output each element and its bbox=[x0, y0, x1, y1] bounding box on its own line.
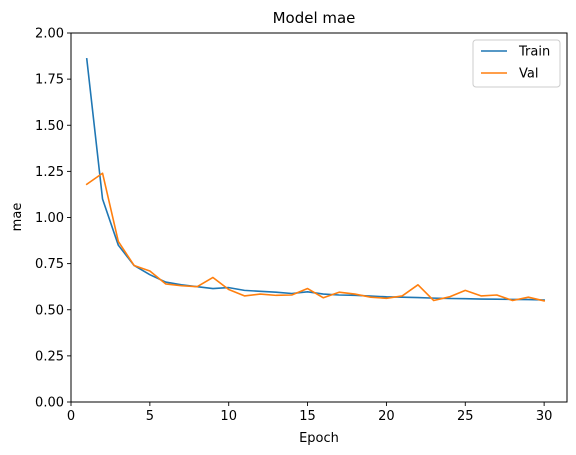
series-line-val bbox=[85, 172, 546, 302]
y-tick-label: 0.00 bbox=[35, 396, 64, 411]
chart-title: Model mae bbox=[273, 9, 356, 27]
y-tick-label: 0.50 bbox=[35, 303, 64, 318]
x-tick-label: 15 bbox=[299, 409, 316, 424]
legend-label-train: Train bbox=[518, 45, 550, 60]
x-tick-label: 0 bbox=[67, 409, 75, 424]
y-tick-label: 0.75 bbox=[35, 257, 64, 272]
x-tick-label: 10 bbox=[220, 409, 237, 424]
legend-label-val: Val bbox=[519, 67, 538, 82]
y-axis: 0.00 0.25 0.50 0.75 1.00 1.25 1.50 1.75 2.00 bbox=[35, 27, 71, 411]
y-tick-label: 0.25 bbox=[35, 349, 64, 364]
x-tick-label: 5 bbox=[146, 409, 154, 424]
plot-lines bbox=[85, 57, 546, 302]
y-tick-label: 1.25 bbox=[35, 165, 64, 180]
y-tick-label: 1.00 bbox=[35, 211, 64, 226]
x-axis-label: Epoch bbox=[299, 431, 339, 446]
y-tick-label: 2.00 bbox=[35, 27, 64, 42]
x-tick-label: 30 bbox=[536, 409, 553, 424]
x-axis: 0 5 10 15 20 25 30 bbox=[67, 402, 553, 424]
legend: Train Val bbox=[472, 39, 561, 88]
x-tick-label: 25 bbox=[457, 409, 474, 424]
y-tick-label: 1.50 bbox=[35, 119, 64, 134]
x-tick-label: 20 bbox=[378, 409, 395, 424]
y-tick-label: 1.75 bbox=[35, 73, 64, 88]
series-line-train bbox=[85, 57, 545, 301]
plot-frame bbox=[70, 32, 568, 403]
y-axis-label: mae bbox=[10, 203, 25, 232]
